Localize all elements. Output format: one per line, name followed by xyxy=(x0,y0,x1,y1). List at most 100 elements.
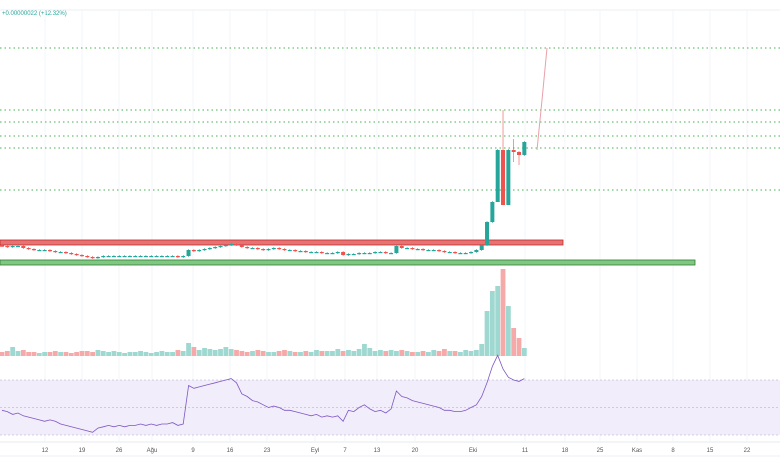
candle-body xyxy=(143,256,148,258)
candle-body xyxy=(234,244,239,246)
candle-body xyxy=(223,245,228,247)
candle-body xyxy=(437,250,442,252)
volume-bar xyxy=(303,351,309,356)
candle-body xyxy=(47,250,52,252)
volume-bar xyxy=(239,351,245,356)
volume-bar xyxy=(404,351,410,356)
candle-body xyxy=(26,248,31,250)
candle-body xyxy=(405,248,410,250)
candle-body xyxy=(458,253,463,255)
volume-bar xyxy=(298,352,303,356)
volume-bar xyxy=(84,351,90,356)
volume-bar xyxy=(516,338,522,356)
candle-body xyxy=(149,256,154,258)
candle-body xyxy=(287,250,292,252)
candle-body xyxy=(133,256,138,258)
volume-bar xyxy=(452,351,458,356)
volume-bar xyxy=(202,348,207,356)
volume-bar xyxy=(415,352,421,356)
volume-bar xyxy=(111,351,117,356)
volume-bar xyxy=(218,349,223,356)
volume-bar xyxy=(196,350,202,356)
candle-body xyxy=(250,248,255,250)
volume-bar xyxy=(170,352,175,356)
volume-bar xyxy=(372,351,378,356)
candle-body xyxy=(69,253,74,255)
candle-body xyxy=(495,150,500,202)
volume-bar xyxy=(52,351,58,356)
volume-bar xyxy=(74,352,80,356)
candle-body xyxy=(213,247,218,249)
x-tick-label: 26 xyxy=(116,448,123,454)
candle-body xyxy=(335,252,340,254)
candle-body xyxy=(175,256,180,258)
candle-body xyxy=(111,256,116,258)
x-tick-label: 13 xyxy=(374,448,381,454)
x-tick-label: 20 xyxy=(412,448,419,454)
volume-bar xyxy=(511,328,517,356)
candle-body xyxy=(490,202,495,222)
candle-body xyxy=(0,245,4,247)
candle-body xyxy=(389,253,394,255)
candle-body xyxy=(181,256,186,258)
candle-body xyxy=(37,250,42,252)
volume-bar xyxy=(495,286,501,356)
volume-bar xyxy=(143,352,149,356)
volume-bar xyxy=(116,352,122,356)
volume-bar xyxy=(271,352,277,356)
volume-bar xyxy=(330,351,335,356)
x-tick-label: Eki xyxy=(469,448,477,454)
x-tick-label: 25 xyxy=(597,448,604,454)
projection-line xyxy=(536,47,548,151)
candle-body xyxy=(298,251,303,253)
volume-bar xyxy=(287,351,293,356)
volume-bar xyxy=(159,351,165,356)
volume-bar xyxy=(441,349,447,356)
volume-bar xyxy=(351,351,357,356)
volume-bar xyxy=(175,350,181,356)
volume-bar xyxy=(473,350,479,356)
volume-bar xyxy=(138,351,143,356)
candle-body xyxy=(122,256,127,258)
candle-body xyxy=(159,256,164,258)
volume-bar xyxy=(164,352,170,356)
support-zone xyxy=(0,259,696,266)
x-tick-label: 9 xyxy=(191,448,195,454)
volume-bar xyxy=(521,348,527,356)
volume-bar xyxy=(362,344,367,356)
candle-body xyxy=(5,246,10,248)
volume-bar xyxy=(410,352,415,356)
volume-bar xyxy=(212,350,218,356)
volume-bar xyxy=(223,347,229,356)
volume-bar xyxy=(106,352,111,356)
candle-body xyxy=(314,252,319,254)
volume-bar xyxy=(47,352,53,356)
volume-bar xyxy=(10,347,16,356)
volume-bar xyxy=(505,306,511,356)
candle-body xyxy=(138,256,143,258)
candle-body xyxy=(517,152,522,155)
volume-bar xyxy=(420,351,426,356)
volume-bar xyxy=(122,353,127,356)
candle-body xyxy=(373,252,378,254)
volume-bar xyxy=(319,351,325,356)
volume-bar xyxy=(36,353,42,356)
candle-body xyxy=(522,142,527,155)
candle-body xyxy=(341,252,346,255)
candle-body xyxy=(367,253,372,255)
rsi-line xyxy=(1,354,525,433)
volume-bar xyxy=(346,350,351,356)
volume-bar xyxy=(148,353,154,356)
candle-body xyxy=(207,248,212,250)
volume-bar xyxy=(234,350,239,356)
volume-bar xyxy=(335,349,341,356)
candle-body xyxy=(293,250,298,252)
candle-body xyxy=(325,253,330,255)
volume-bar xyxy=(207,349,213,356)
candle-body xyxy=(362,253,367,255)
candle-body xyxy=(309,252,314,254)
x-tick-label: 18 xyxy=(562,448,569,454)
volume-bar xyxy=(244,352,250,356)
volume-bar xyxy=(63,352,69,356)
